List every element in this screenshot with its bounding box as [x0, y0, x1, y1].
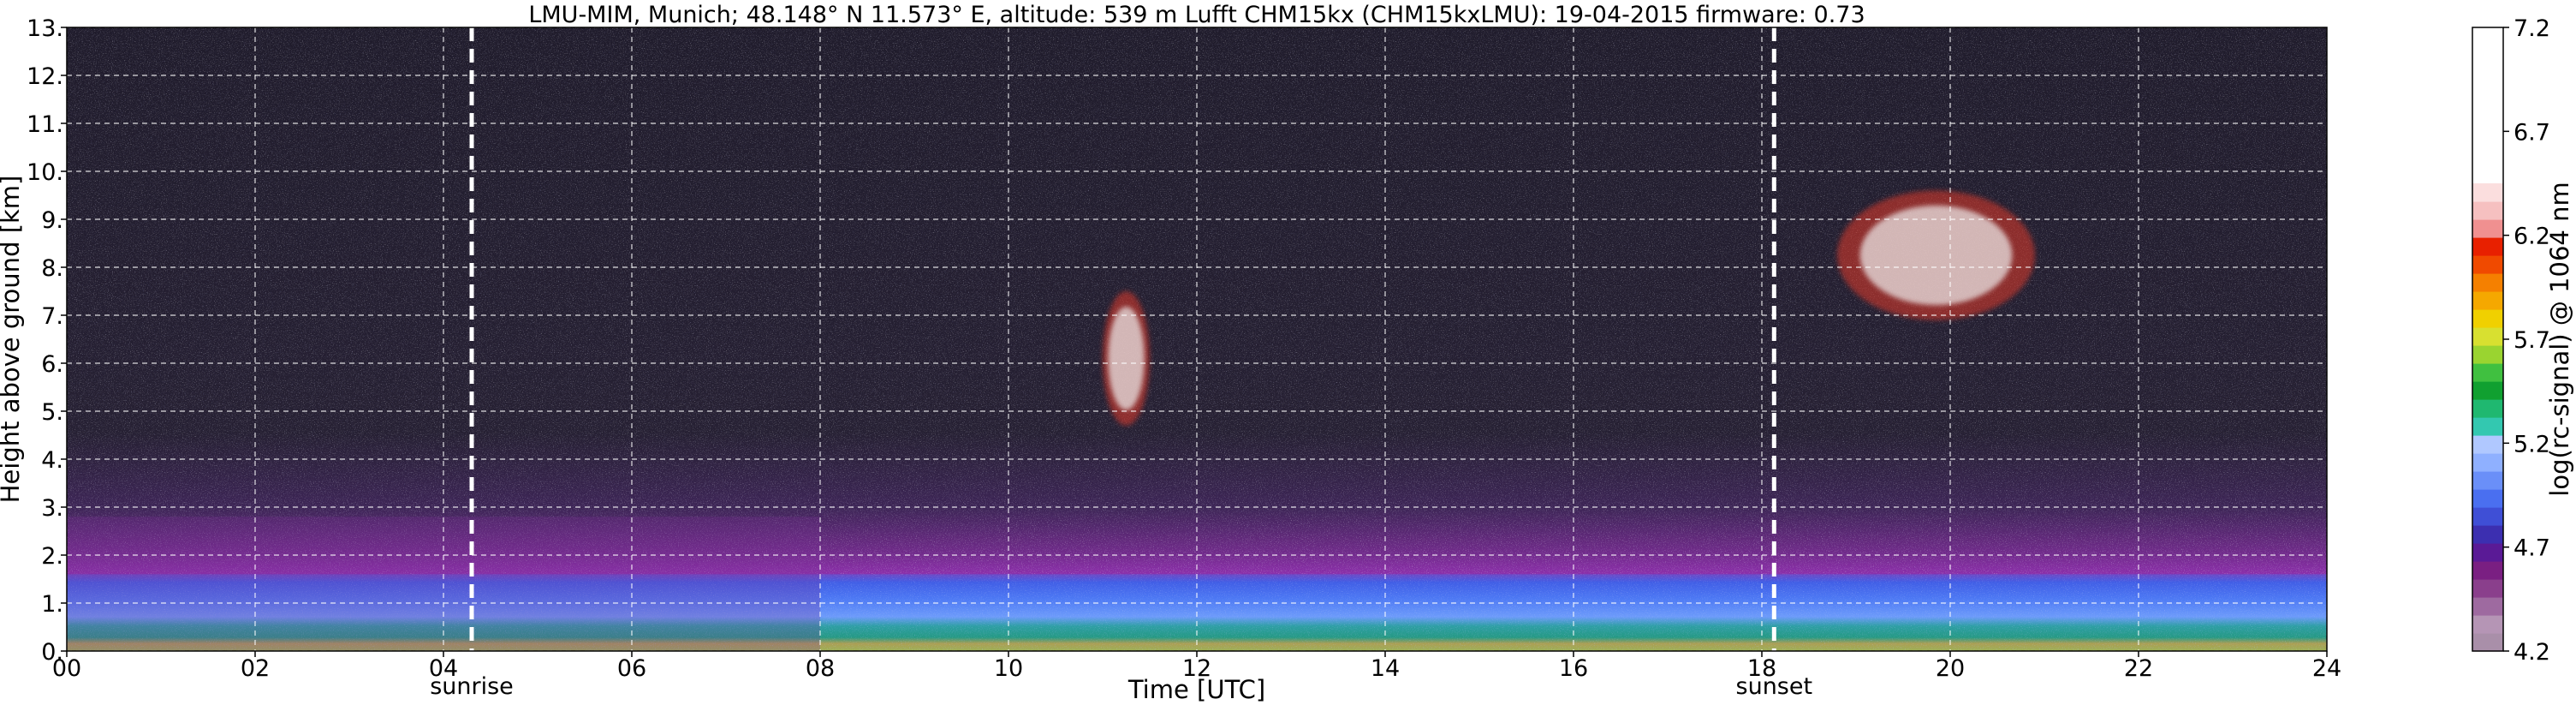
colorbar-segment: [2472, 633, 2503, 652]
colorbar-segment: [2472, 543, 2503, 562]
colorbar-segment: [2472, 255, 2503, 274]
x-tick-label: 12: [1182, 655, 1211, 682]
feature-core-2: [1108, 307, 1145, 410]
colorbar-tick-label: 5.7: [2514, 327, 2550, 354]
colorbar-segment: [2472, 435, 2503, 454]
colorbar-label: log(rc-signal) @ 1064 nm: [2545, 182, 2574, 496]
y-tick-label: 2.: [41, 543, 63, 570]
x-tick-label: 08: [806, 655, 835, 682]
colorbar-tick-label: 4.7: [2514, 535, 2550, 562]
colorbar-segment: [2472, 381, 2503, 400]
y-tick-label: 6.: [41, 351, 63, 378]
y-tick-label: 11.: [27, 111, 63, 138]
colorbar-segment: [2472, 27, 2503, 183]
y-tick-label: 7.: [41, 303, 63, 330]
colorbar-segment: [2472, 615, 2503, 634]
y-tick-label: 10.: [27, 159, 63, 186]
colorbar-segment: [2472, 471, 2503, 490]
y-tick-label: 13.: [27, 15, 63, 42]
colorbar-segment: [2472, 309, 2503, 328]
colorbar-segment: [2472, 273, 2503, 292]
colorbar-segment: [2472, 201, 2503, 220]
y-tick-label: 3.: [41, 495, 63, 522]
colorbar-segment: [2472, 417, 2503, 436]
x-axis: 00 02 04 06 08 10 12 14 16 18 20 22 24: [52, 651, 2341, 682]
colorbar-segment: [2472, 597, 2503, 616]
x-tick-label: 20: [1936, 655, 1965, 682]
chart-title: LMU-MIM, Munich; 48.148° N 11.573° E, al…: [528, 2, 1865, 28]
colorbar-segment: [2472, 399, 2503, 418]
x-tick-label: 24: [2312, 655, 2341, 682]
y-tick-label: 8.: [41, 255, 63, 282]
y-tick-label: 9.: [41, 207, 63, 234]
sunset-label: sunset: [1736, 673, 1813, 700]
colorbar-tick-label: 7.2: [2514, 15, 2550, 42]
y-tick-label: 1.: [41, 591, 63, 618]
colorbar: 4.2 4.7 5.2 5.7 6.2 6.7 7.2: [2472, 15, 2550, 666]
colorbar-segment: [2472, 327, 2503, 346]
annotations: sunrise sunset: [430, 27, 1812, 700]
y-tick-label: 0.: [41, 639, 63, 666]
y-tick-label: 4.: [41, 447, 63, 474]
colorbar-segment: [2472, 489, 2503, 508]
x-tick-label: 10: [994, 655, 1023, 682]
sunrise-label: sunrise: [430, 673, 514, 700]
colorbar-tick-label: 6.2: [2514, 224, 2550, 250]
x-tick-label: 06: [617, 655, 646, 682]
x-axis-label: Time [UTC]: [1127, 675, 1265, 704]
x-tick-label: 04: [429, 655, 458, 682]
colorbar-segment: [2472, 579, 2503, 598]
colorbar-tick-label: 6.7: [2514, 119, 2550, 146]
grid: [66, 27, 2328, 652]
colorbar-segment: [2472, 291, 2503, 310]
colorbar-segment: [2472, 453, 2503, 472]
colorbar-segment: [2472, 183, 2503, 202]
x-tick-label: 00: [52, 655, 81, 682]
colorbar-segment: [2472, 507, 2503, 526]
x-tick-label: 16: [1559, 655, 1588, 682]
colorbar-segment: [2472, 345, 2503, 364]
colorbar-segment: [2472, 237, 2503, 256]
colorbar-tick-label: 4.2: [2514, 639, 2550, 666]
x-tick-label: 18: [1747, 655, 1776, 682]
y-axis-label: Height above ground [km]: [0, 176, 25, 504]
x-tick-label: 14: [1371, 655, 1400, 682]
y-tick-label: 12.: [27, 63, 63, 90]
y-axis: 0. 1. 2. 3. 4. 5. 6. 7. 8. 9. 10. 11. 12. 13.: [27, 15, 67, 666]
x-tick-label: 02: [241, 655, 270, 682]
colorbar-tick-label: 5.2: [2514, 431, 2550, 457]
colorbar-segment: [2472, 561, 2503, 580]
colorbar-segment: [2472, 363, 2503, 382]
x-tick-label: 22: [2124, 655, 2153, 682]
colorbar-segment: [2472, 525, 2503, 544]
colorbar-segment: [2472, 219, 2503, 238]
feature-core-3: [1859, 205, 2013, 306]
y-tick-label: 5.: [41, 399, 63, 426]
